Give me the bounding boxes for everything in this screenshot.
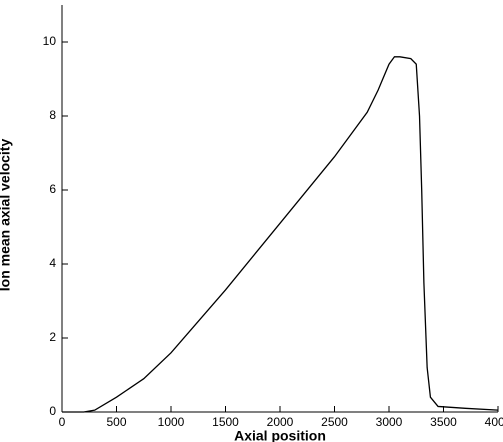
x-tick-label: 500 (106, 415, 126, 429)
y-tick-label: 0 (49, 404, 56, 418)
x-tick-label: 1000 (158, 415, 185, 429)
y-tick-label: 8 (49, 108, 56, 122)
x-tick-label: 4000 (485, 415, 503, 429)
y-tick-label: 10 (43, 34, 57, 48)
y-tick-label: 6 (49, 182, 56, 196)
x-tick-label: 3500 (430, 415, 457, 429)
y-tick-label: 2 (49, 330, 56, 344)
y-axis-label: Ion mean axial velocity (0, 139, 13, 292)
x-tick-label: 0 (59, 415, 66, 429)
x-axis-label: Axial position (234, 428, 326, 442)
x-tick-label: 3000 (376, 415, 403, 429)
x-tick-label: 2000 (267, 415, 294, 429)
line-series (62, 56, 499, 413)
x-tick-label: 2500 (321, 415, 348, 429)
x-tick-label: 1500 (212, 415, 239, 429)
y-tick-label: 4 (49, 256, 56, 270)
